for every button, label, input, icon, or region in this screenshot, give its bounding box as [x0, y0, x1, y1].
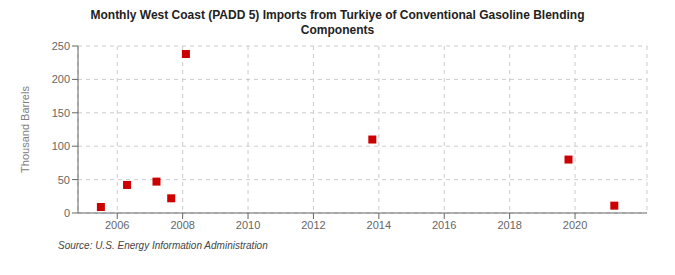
svg-text:2008: 2008: [170, 219, 194, 231]
svg-text:100: 100: [52, 140, 70, 152]
svg-text:0: 0: [64, 207, 70, 219]
svg-text:2018: 2018: [497, 219, 521, 231]
svg-text:Thousand Barrels: Thousand Barrels: [19, 86, 31, 173]
svg-text:2010: 2010: [236, 219, 260, 231]
html-text:Monthly West Coast (PADD 5) Im: Monthly West Coast (PADD 5) Imports from…: [90, 8, 585, 22]
svg-text:2012: 2012: [301, 219, 325, 231]
svg-text:250: 250: [52, 40, 70, 52]
svg-text:2020: 2020: [563, 219, 587, 231]
svg-text:200: 200: [52, 73, 70, 85]
svg-text:2006: 2006: [105, 219, 129, 231]
html-text:Source: U.S. Energy Informatio: Source: U.S. Energy Information Administ…: [58, 240, 268, 251]
svg-text:50: 50: [58, 174, 70, 186]
svg-text:150: 150: [52, 107, 70, 119]
svg-text:2014: 2014: [367, 219, 391, 231]
svg-text:2016: 2016: [432, 219, 456, 231]
html-text:Components: Components: [300, 23, 375, 37]
